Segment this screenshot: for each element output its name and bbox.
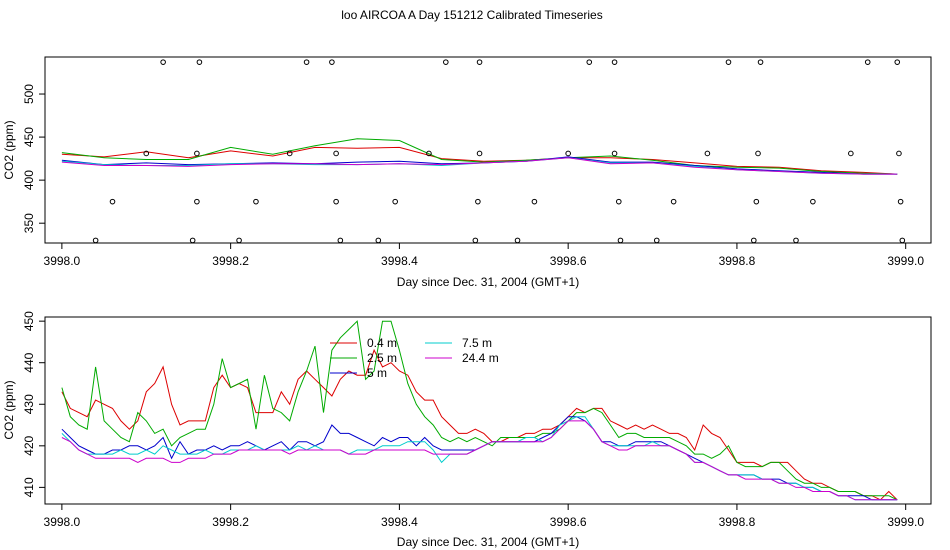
- y-tick-label: 440: [22, 352, 36, 372]
- top-y-axis: 350 400 450 500: [22, 84, 45, 233]
- calibration-point: [392, 198, 398, 205]
- top-calibration-layer: [92, 59, 906, 244]
- series-line-1: [61, 320, 898, 501]
- bottom-y-axis: 410 420 430 440 450: [22, 311, 45, 497]
- y-tick-label: 350: [22, 213, 36, 233]
- y-tick-label: 500: [22, 84, 36, 104]
- x-tick-label: 3998.4: [381, 515, 418, 529]
- legend-label: 2.5 m: [367, 351, 397, 365]
- calibration-point: [615, 198, 622, 205]
- x-tick-label: 3999.0: [887, 254, 924, 268]
- x-tick-label: 3998.2: [212, 515, 249, 529]
- calibration-point: [194, 150, 200, 157]
- series-line-0: [61, 348, 898, 501]
- calibration-point: [757, 59, 764, 65]
- bottom-series-layer: [61, 320, 898, 501]
- calibration-point: [755, 150, 761, 157]
- calibration-point: [751, 237, 757, 244]
- y-tick-label: 400: [22, 170, 36, 190]
- calibration-point: [92, 237, 99, 244]
- calibration-point: [653, 237, 660, 244]
- calibration-point: [793, 237, 799, 244]
- top-plot-frame: [44, 56, 932, 244]
- series-line-4: [61, 420, 898, 501]
- calibration-point: [236, 237, 242, 244]
- x-tick-label: 3998.0: [44, 254, 81, 268]
- legend-label: 24.4 m: [462, 351, 499, 365]
- figure-title: loo AIRCOA A Day 151212 Calibrated Times…: [341, 8, 602, 22]
- calibration-point: [611, 150, 618, 157]
- calibration-point: [143, 150, 150, 157]
- calibration-point: [897, 198, 904, 205]
- calibration-point: [472, 237, 479, 244]
- calibration-point: [286, 150, 293, 157]
- bottom-x-axis: 3998.0 3998.2 3998.4 3998.6 3998.8 3999.0: [44, 504, 924, 529]
- top-x-axis-label: Day since Dec. 31, 2004 (GMT+1): [397, 275, 579, 289]
- series-line-4: [61, 157, 898, 175]
- x-tick-label: 3998.0: [44, 515, 81, 529]
- calibration-point: [329, 59, 335, 65]
- calibration-point: [333, 198, 339, 205]
- bottom-x-axis-label: Day since Dec. 31, 2004 (GMT+1): [397, 535, 579, 549]
- calibration-point: [514, 237, 521, 244]
- calibration-point: [337, 237, 344, 244]
- calibration-point: [333, 150, 339, 157]
- calibration-point: [753, 198, 760, 205]
- calibration-point: [565, 150, 571, 157]
- y-tick-label: 410: [22, 477, 36, 497]
- legend-label: 5 m: [367, 366, 387, 380]
- calibration-point: [426, 150, 432, 157]
- calibration-point: [617, 237, 624, 244]
- y-tick-label: 450: [22, 311, 36, 331]
- calibration-point: [725, 59, 732, 65]
- calibration-point: [189, 237, 196, 244]
- x-tick-label: 3998.6: [550, 254, 587, 268]
- calibration-point: [531, 198, 538, 205]
- x-tick-label: 3998.2: [212, 254, 249, 268]
- calibration-point: [160, 59, 166, 65]
- y-tick-label: 420: [22, 435, 36, 455]
- x-tick-label: 3998.6: [550, 515, 587, 529]
- calibration-point: [894, 59, 901, 65]
- legend-label: 7.5 m: [462, 336, 492, 350]
- calibration-point: [670, 198, 677, 205]
- calibration-point: [586, 59, 593, 65]
- series-line-1: [61, 138, 898, 175]
- x-tick-label: 3999.0: [887, 515, 924, 529]
- calibration-point: [253, 198, 259, 205]
- calibration-point: [109, 198, 116, 205]
- calibration-point: [196, 59, 203, 65]
- bottom-plot-frame: [44, 316, 932, 505]
- series-line-2: [61, 416, 898, 501]
- calibration-point: [899, 237, 906, 244]
- bottom-panel: 410 420 430 440 450 3998.0 3998.2 3998.4 3998.6…: [2, 311, 932, 549]
- x-tick-label: 3998.4: [381, 254, 418, 268]
- calibration-point: [375, 237, 382, 244]
- calibration-point: [476, 150, 483, 157]
- top-series-layer: [61, 138, 898, 175]
- calibration-point: [848, 150, 854, 157]
- x-tick-label: 3998.8: [719, 515, 756, 529]
- calibration-point: [864, 59, 871, 65]
- calibration-point: [475, 198, 481, 205]
- top-y-axis-label: CO2 (ppm): [2, 120, 16, 179]
- y-tick-label: 430: [22, 394, 36, 414]
- calibration-point: [704, 150, 711, 157]
- bottom-y-axis-label: CO2 (ppm): [2, 380, 16, 439]
- legend-label: 0.4 m: [367, 336, 397, 350]
- calibration-point: [896, 150, 902, 157]
- y-tick-label: 450: [22, 127, 36, 147]
- calibration-point: [443, 59, 449, 65]
- calibration-point: [611, 59, 618, 65]
- series-line-3: [61, 416, 898, 501]
- calibration-point: [810, 198, 816, 205]
- bottom-legend: 0.4 m2.5 m5 m 7.5 m24.4 m: [330, 336, 499, 380]
- calibration-point: [476, 59, 483, 65]
- top-x-axis: 3998.0 3998.2 3998.4 3998.6 3998.8 3999.0: [44, 243, 924, 268]
- calibration-point: [303, 59, 310, 65]
- calibration-point: [194, 198, 200, 205]
- x-tick-label: 3998.8: [719, 254, 756, 268]
